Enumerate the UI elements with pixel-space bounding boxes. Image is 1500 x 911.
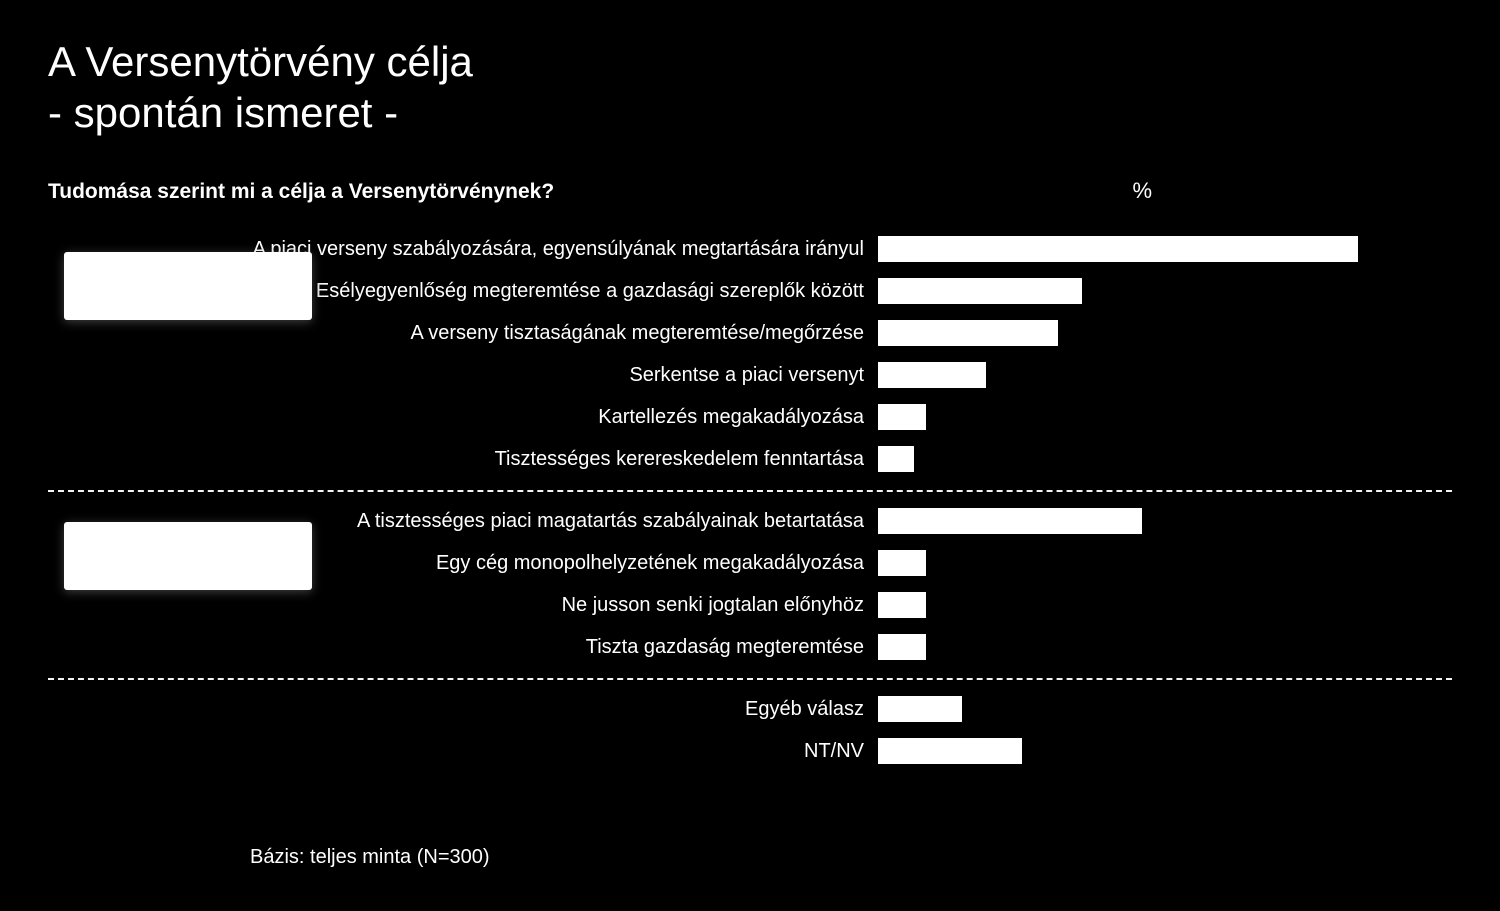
row-bar <box>878 278 1082 304</box>
row-label: Tisztességes kerereskedelem fenntartása <box>48 448 878 471</box>
chart-group: A tisztességes piaci magatartás szabálya… <box>48 494 1452 676</box>
title-line-1: A Versenytörvény célja <box>48 38 473 85</box>
title-line-2: - spontán ismeret - <box>48 89 398 136</box>
row-bar-track <box>878 550 1452 576</box>
row-bar-track <box>878 320 1452 346</box>
row-bar <box>878 696 962 722</box>
group-divider <box>48 490 1452 492</box>
row-bar <box>878 592 926 618</box>
group-badge <box>64 252 312 320</box>
row-bar <box>878 320 1058 346</box>
percent-label: % <box>1132 178 1152 204</box>
row-label: Tiszta gazdaság megteremtése <box>48 636 878 659</box>
row-bar-track <box>878 508 1452 534</box>
chart-area: A piaci verseny szabályozására, egyensúl… <box>48 222 1452 780</box>
row-bar <box>878 634 926 660</box>
row-bar-track <box>878 404 1452 430</box>
row-bar <box>878 550 926 576</box>
chart-row: Ne jusson senki jogtalan előnyhöz <box>48 588 1452 622</box>
slide-title: A Versenytörvény célja - spontán ismeret… <box>48 36 1452 138</box>
row-bar-track <box>878 236 1452 262</box>
row-bar-track <box>878 592 1452 618</box>
row-bar-track <box>878 738 1452 764</box>
row-label: Ne jusson senki jogtalan előnyhöz <box>48 594 878 617</box>
question-row: Tudomása szerint mi a célja a Versenytör… <box>48 178 1452 204</box>
chart-row: Egyéb válasz <box>48 692 1452 726</box>
row-label: Kartellezés megakadályozása <box>48 406 878 429</box>
row-label: A verseny tisztaságának megteremtése/meg… <box>48 322 878 345</box>
group-badge <box>64 522 312 590</box>
row-label: Egyéb válasz <box>48 698 878 721</box>
row-bar <box>878 738 1022 764</box>
row-bar-track <box>878 362 1452 388</box>
row-label: NT/NV <box>48 740 878 763</box>
row-bar-track <box>878 278 1452 304</box>
row-bar <box>878 236 1358 262</box>
chart-row: Tiszta gazdaság megteremtése <box>48 630 1452 664</box>
chart-row: Kartellezés megakadályozása <box>48 400 1452 434</box>
row-bar <box>878 446 914 472</box>
row-bar-track <box>878 634 1452 660</box>
group-divider <box>48 678 1452 680</box>
row-bar <box>878 404 926 430</box>
chart-row: A verseny tisztaságának megteremtése/meg… <box>48 316 1452 350</box>
row-bar <box>878 362 986 388</box>
chart-row: Tisztességes kerereskedelem fenntartása <box>48 442 1452 476</box>
row-bar-track <box>878 446 1452 472</box>
slide-page: A Versenytörvény célja - spontán ismeret… <box>0 0 1500 911</box>
chart-row: Serkentse a piaci versenyt <box>48 358 1452 392</box>
row-bar <box>878 508 1142 534</box>
chart-group: Egyéb válasz NT/NV <box>48 682 1452 780</box>
chart-row: NT/NV <box>48 734 1452 768</box>
chart-rows: Egyéb válasz NT/NV <box>48 692 1452 768</box>
survey-question: Tudomása szerint mi a célja a Versenytör… <box>48 180 554 204</box>
chart-group: A piaci verseny szabályozására, egyensúl… <box>48 222 1452 488</box>
row-bar-track <box>878 696 1452 722</box>
row-label: Serkentse a piaci versenyt <box>48 364 878 387</box>
footer-note: Bázis: teljes minta (N=300) <box>250 846 490 869</box>
